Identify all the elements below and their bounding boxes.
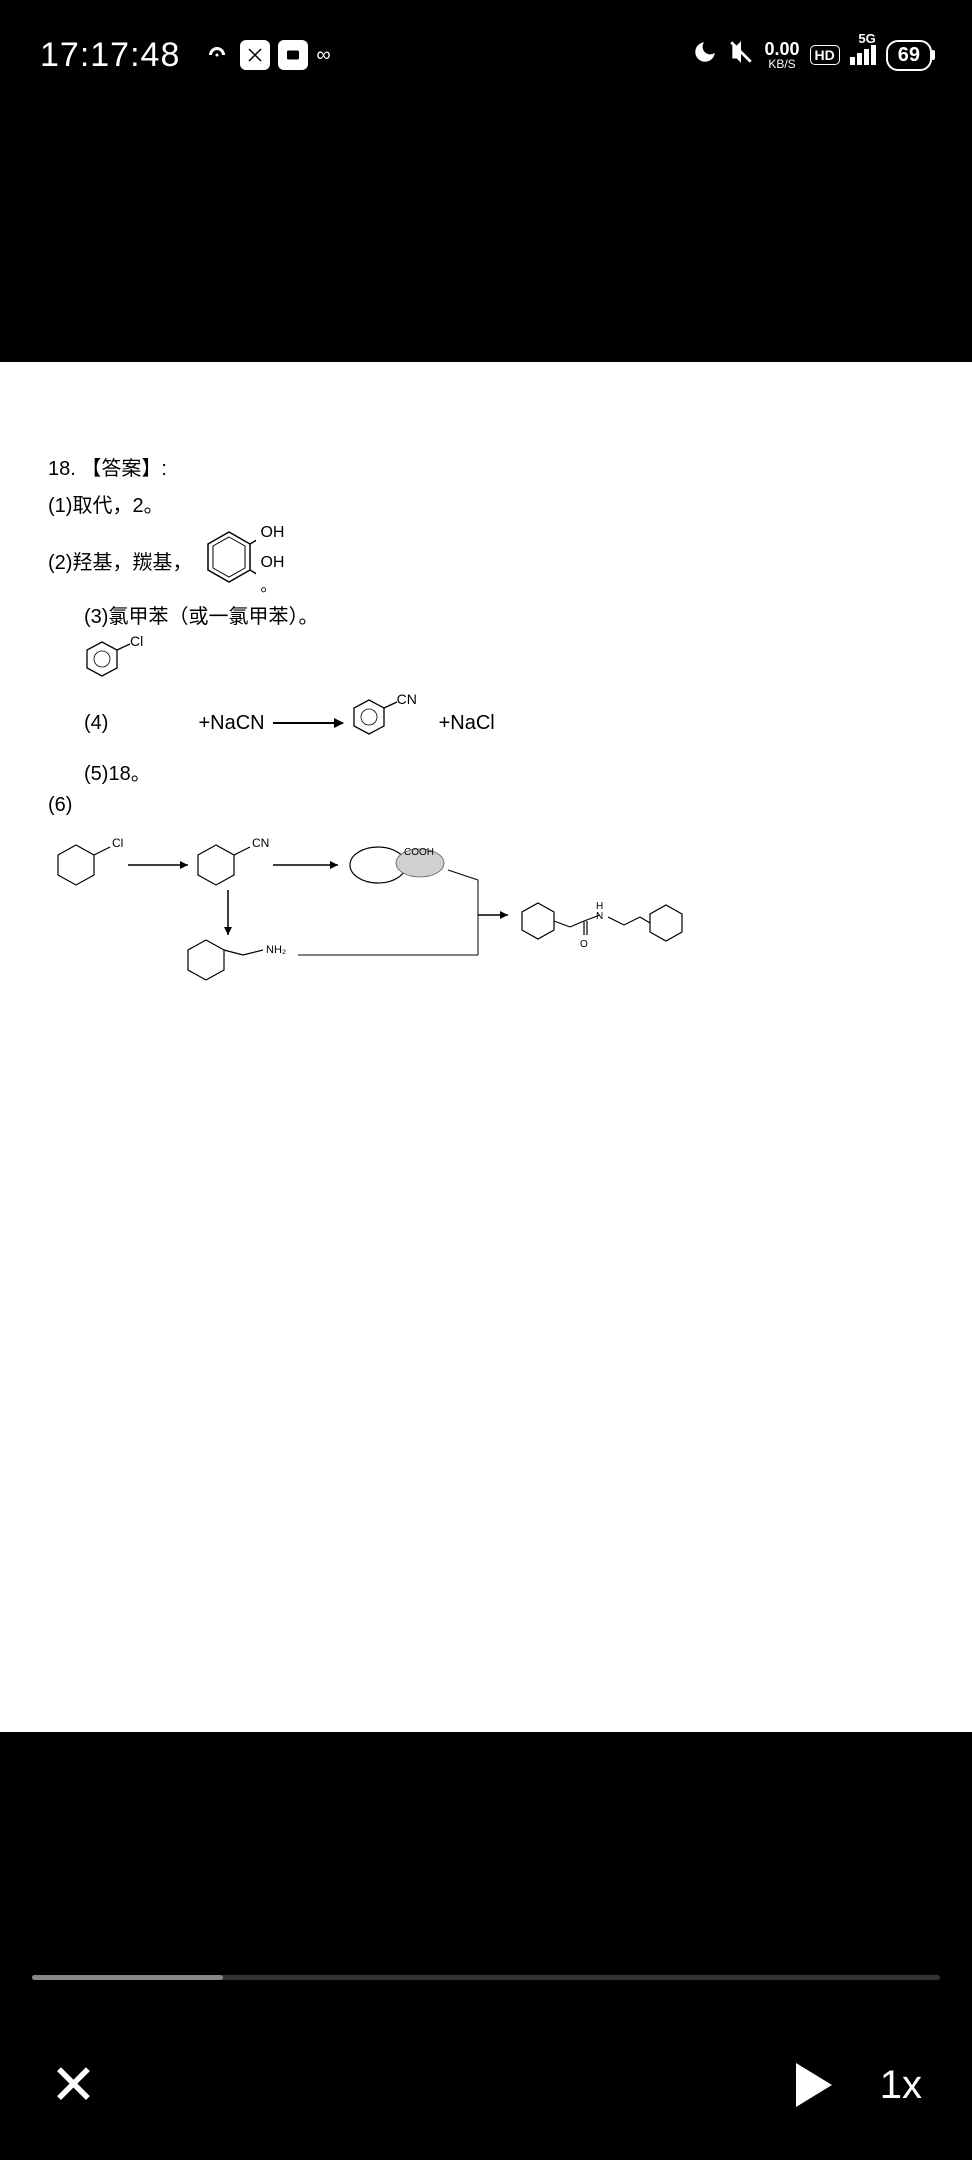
infinity-icon: ∞ xyxy=(316,44,330,67)
hd-badge: HD xyxy=(810,45,840,65)
svg-text:NH₂: NH₂ xyxy=(266,944,286,956)
oh-label-2: OH 。 xyxy=(260,554,284,596)
question-number: 18. 【答案】: xyxy=(48,452,924,481)
speed-value: 0.00 xyxy=(764,40,799,58)
speed-unit: KB/S xyxy=(768,58,795,70)
svg-text:N: N xyxy=(596,911,603,922)
network-gen: 5G xyxy=(858,31,875,46)
close-button[interactable]: ✕ xyxy=(50,2052,97,2118)
answer-1: (1)取代，2。 xyxy=(48,489,924,518)
player-controls: ✕ 1x xyxy=(0,2020,972,2160)
svg-text:O: O xyxy=(580,939,588,950)
clock: 17:17:48 xyxy=(40,36,180,75)
document-viewport[interactable]: 18. 【答案】: (1)取代，2。 (2)羟基，羰基， OH OH 。 (3)… xyxy=(0,362,972,1732)
app-icon-2 xyxy=(278,40,308,70)
signal-icon: 5G xyxy=(850,45,876,65)
reaction-arrow-icon xyxy=(273,722,343,724)
nacn-reagent: +NaCN xyxy=(198,712,264,735)
answer-3: (3)氯甲苯（或一氯甲苯）。 xyxy=(84,600,924,629)
app-icon-1 xyxy=(240,40,270,70)
answer-2-text: (2)羟基，羰基， xyxy=(48,546,192,575)
nacl-product: +NaCl xyxy=(439,712,495,735)
answer-2-row: (2)羟基，羰基， OH OH 。 xyxy=(48,526,924,594)
svg-text:CN: CN xyxy=(252,836,269,850)
status-left: 17:17:48 ∞ xyxy=(40,36,331,75)
cl-label: Cl xyxy=(130,633,143,649)
svg-text:COOH: COOH xyxy=(404,847,434,858)
moon-icon xyxy=(692,39,718,72)
battery-indicator: 69 xyxy=(886,40,932,71)
cn-label: CN xyxy=(397,691,417,707)
benzyl-chloride-structure: Cl xyxy=(84,637,144,693)
status-right: 0.00 KB/S HD 5G 69 xyxy=(692,39,932,72)
svg-text:Cl: Cl xyxy=(112,836,123,850)
play-button[interactable] xyxy=(796,2063,832,2107)
mute-icon xyxy=(728,39,754,72)
item4-num: (4) xyxy=(84,712,108,735)
playback-speed-button[interactable]: 1x xyxy=(880,2063,922,2108)
right-controls: 1x xyxy=(796,2063,922,2108)
oh-label-1: OH xyxy=(260,524,284,542)
status-tray-icons: ∞ xyxy=(202,40,330,70)
status-bar: 17:17:48 ∞ 0.00 KB/S HD 5G xyxy=(0,0,972,110)
gauge-icon xyxy=(202,40,232,70)
network-speed: 0.00 KB/S xyxy=(764,40,799,70)
progress-bar[interactable] xyxy=(32,1975,940,1980)
benzyl-cyanide-structure: CN xyxy=(351,695,411,751)
catechol-structure: OH OH 。 xyxy=(202,526,256,594)
answer-6-scheme: Cl CN COOH NH₂ xyxy=(48,825,924,991)
progress-fill xyxy=(32,1975,223,1980)
answer-6-label: (6) xyxy=(48,794,924,817)
answer-5: (5)18。 xyxy=(84,757,924,786)
answer-4-reaction: Cl (4) +NaCN CN +NaCl xyxy=(84,637,924,751)
